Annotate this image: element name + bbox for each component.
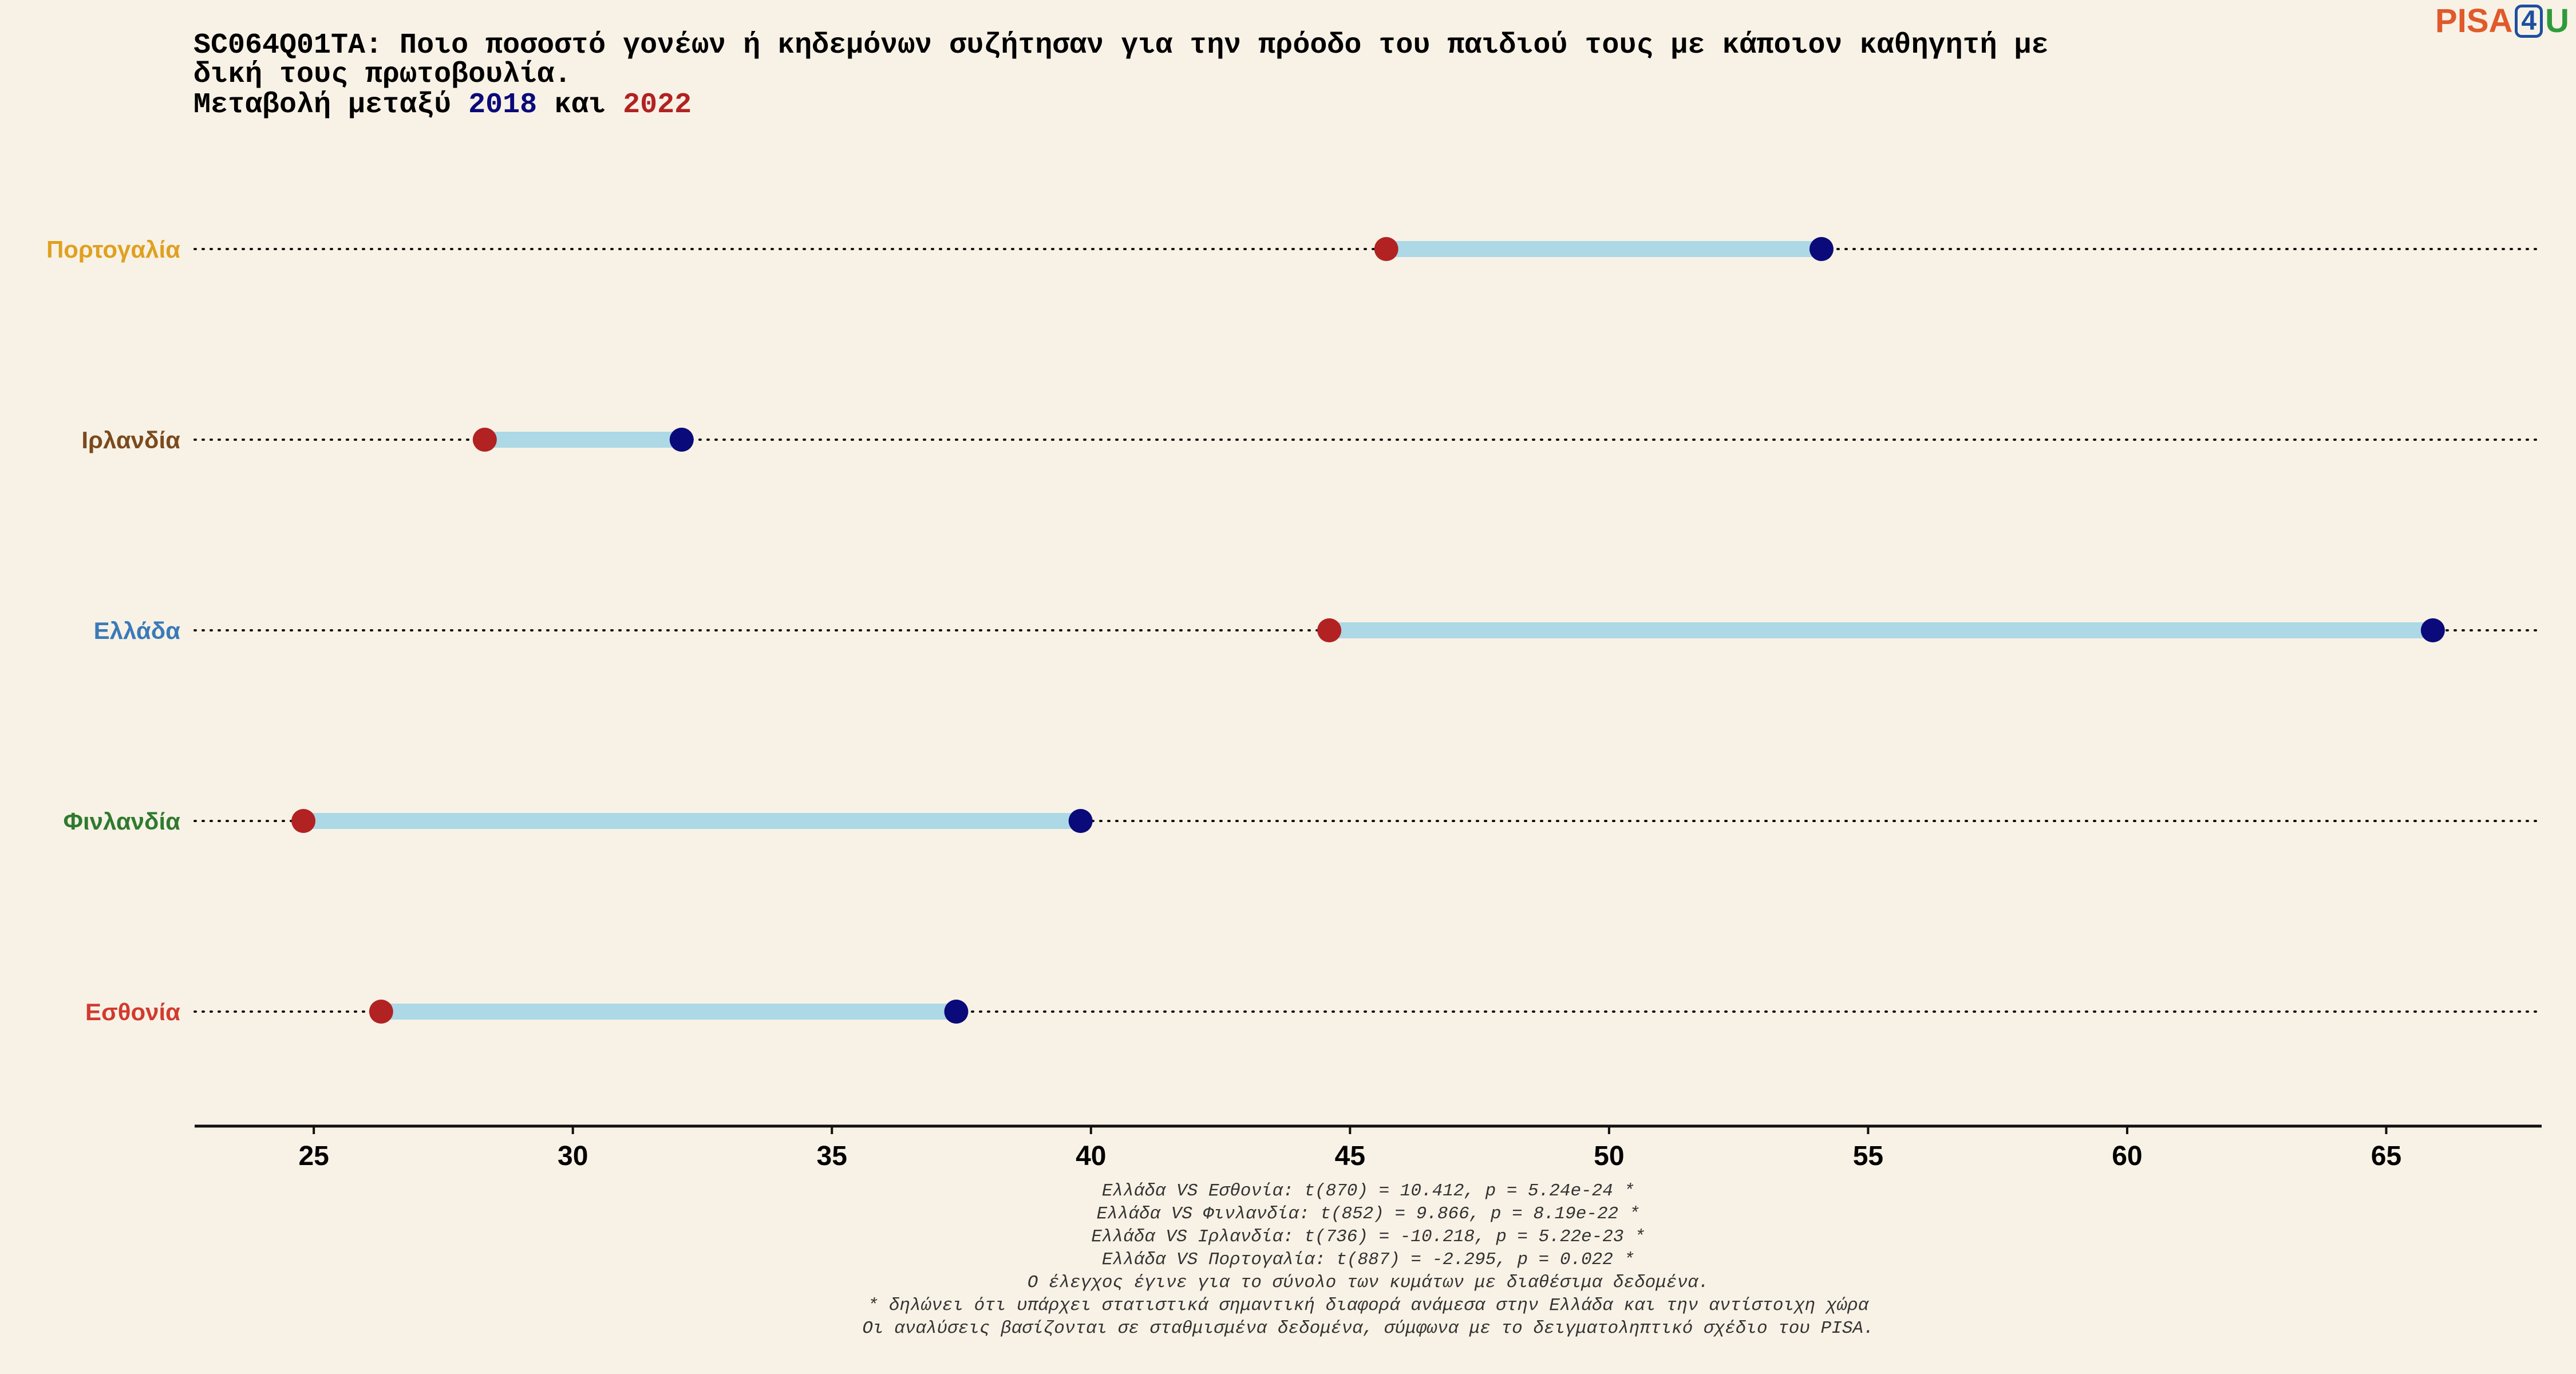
footnote-line: Ελλάδα VS Εσθονία: t(870) = 10.412, p = … (1102, 1181, 1634, 1201)
footnote-line: Ελλάδα VS Ιρλανδία: t(736) = -10.218, p … (1091, 1227, 1645, 1247)
title-line-3: Μεταβολή μεταξύ 2018 και 2022 (193, 89, 692, 121)
point-2018 (2420, 618, 2445, 642)
title-year-2018: 2018 (468, 89, 537, 121)
title-line-3-mid: και (537, 89, 623, 121)
x-tick-label: 60 (2112, 1141, 2142, 1171)
logo-u: U (2545, 2, 2569, 40)
x-tick-label: 25 (298, 1141, 329, 1171)
country-label: Ιρλανδία (81, 427, 180, 453)
x-tick-label: 30 (558, 1141, 588, 1171)
point-2018 (944, 1000, 969, 1024)
x-tick-label: 40 (1076, 1141, 1106, 1171)
plot-area: Πορτογαλία Ιρλανδία Ελλάδα Φινλανδία Εσθονία… (46, 236, 2543, 1171)
x-tick-label: 45 (1335, 1141, 1365, 1171)
x-tick-label: 35 (817, 1141, 847, 1171)
title-line-2: δική τους πρωτοβουλία. (193, 58, 571, 91)
footnotes: Ελλάδα VS Εσθονία: t(870) = 10.412, p = … (862, 1181, 1874, 1339)
footnote-line: * δηλώνει ότι υπάρχει στατιστικά σημαντι… (868, 1296, 1870, 1316)
logo-pisa: PISA (2435, 2, 2513, 40)
x-tick-label: 65 (2371, 1141, 2401, 1171)
footnote-line: Ελλάδα VS Φινλανδία: t(852) = 9.866, p =… (1097, 1204, 1640, 1224)
point-2022 (1374, 237, 1398, 261)
footnote-line: Οι αναλύσεις βασίζονται σε σταθμισμένα δ… (862, 1318, 1874, 1339)
pisa4u-logo: PISA 4 U (2435, 5, 2569, 38)
point-2022 (291, 809, 316, 833)
chart-title: SC064Q01TA: Ποιο ποσοστό γονέων ή κηδεμό… (193, 29, 2049, 121)
point-2022 (472, 428, 497, 452)
point-2022 (1317, 618, 1342, 642)
country-label: Ελλάδα (94, 617, 181, 644)
footnote-line: Ελλάδα VS Πορτογαλία: t(887) = -2.295, p… (1102, 1250, 1634, 1270)
point-2018 (669, 428, 694, 452)
x-tick-label: 50 (1594, 1141, 1624, 1171)
footnote-line: Ο έλεγχος έγινε για το σύνολο των κυμάτω… (1028, 1273, 1709, 1293)
x-tick-label: 55 (1853, 1141, 1883, 1171)
title-line-1: SC064Q01TA: Ποιο ποσοστό γονέων ή κηδεμό… (193, 29, 2049, 62)
country-label: Εσθονία (85, 998, 180, 1025)
logo-four: 4 (2515, 5, 2543, 38)
point-2018 (1068, 809, 1093, 833)
point-2022 (369, 1000, 393, 1024)
title-line-3-prefix: Μεταβολή μεταξύ (193, 89, 468, 121)
point-2018 (1809, 237, 1834, 261)
country-label: Πορτογαλία (46, 236, 180, 263)
title-year-2022: 2022 (623, 89, 692, 121)
country-label: Φινλανδία (64, 808, 181, 835)
